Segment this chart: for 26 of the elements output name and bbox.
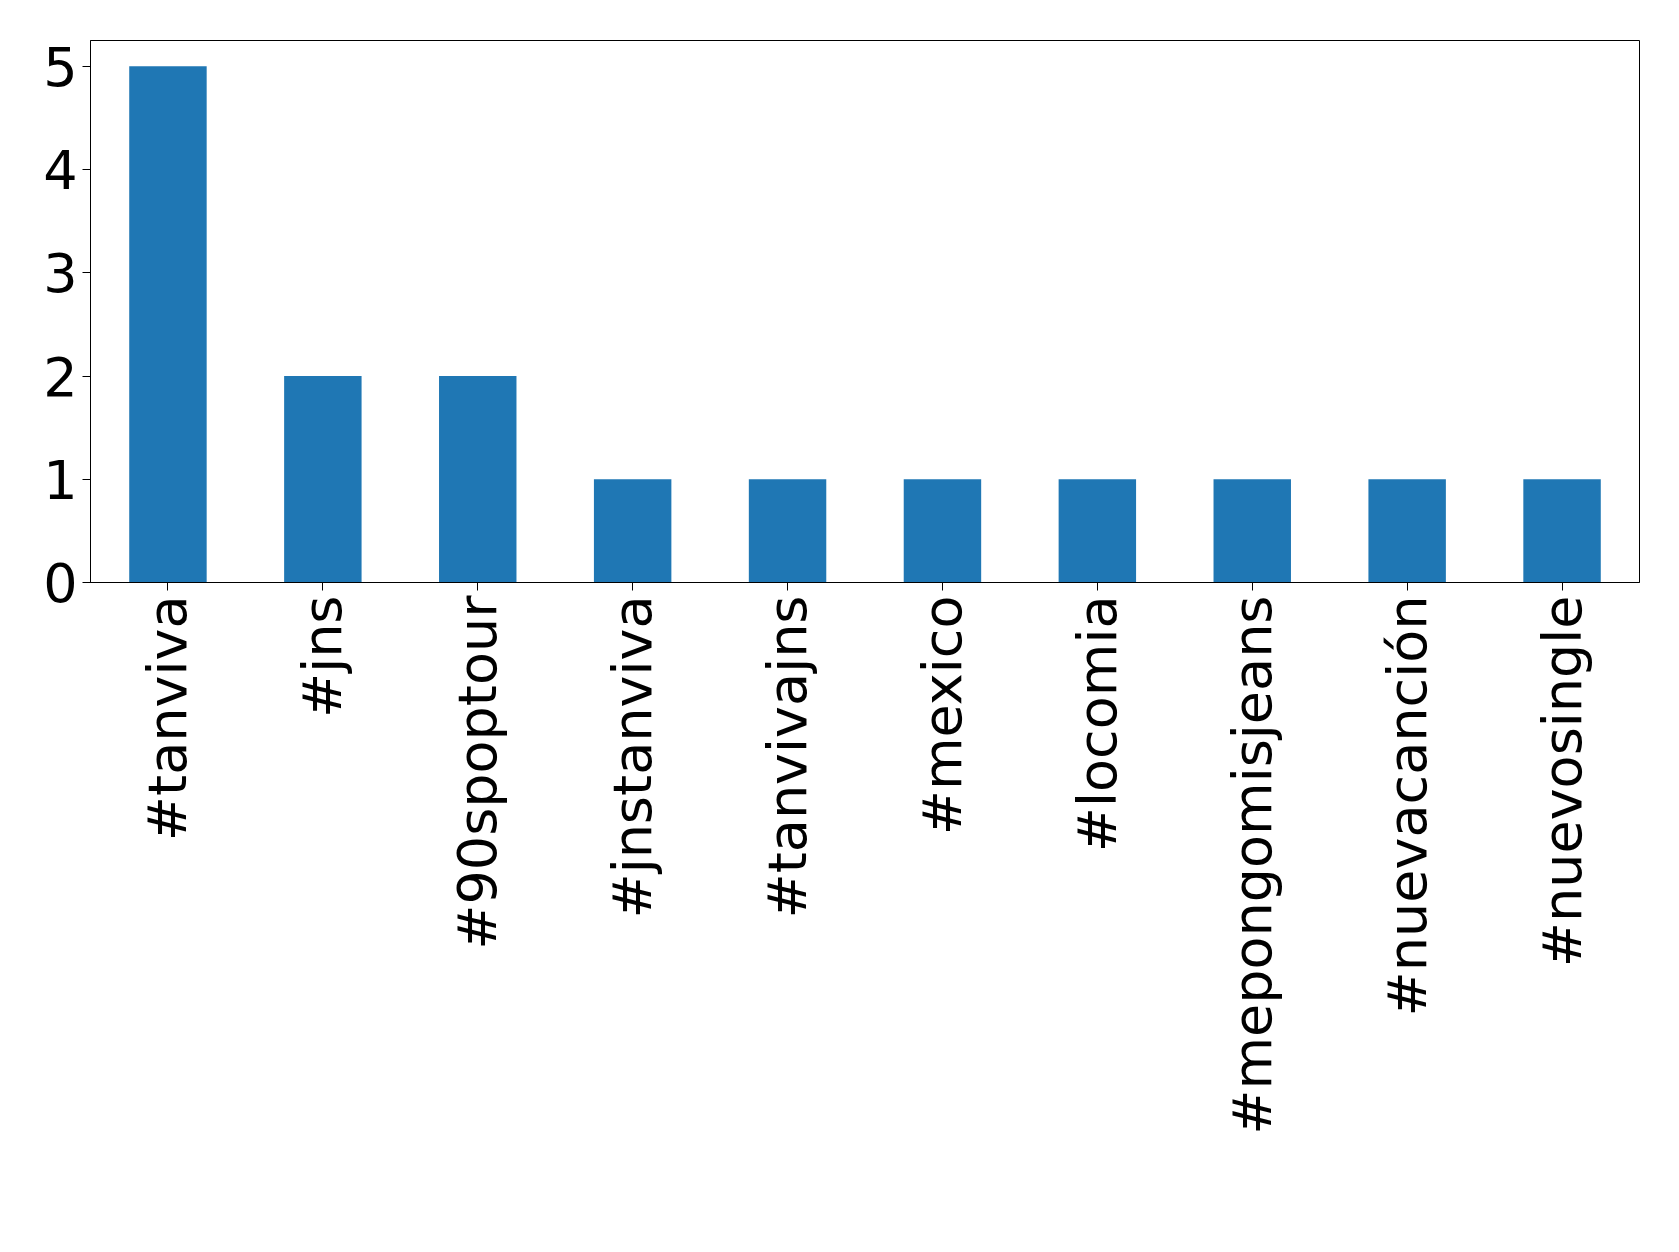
bar xyxy=(1058,479,1137,583)
bar xyxy=(593,479,672,583)
x-tick-label: #90spoptour xyxy=(446,594,510,950)
bar xyxy=(903,479,982,583)
bar xyxy=(439,376,517,583)
bar xyxy=(284,376,362,583)
x-tick-label: #nuevosingle xyxy=(1530,595,1594,968)
y-tick-label: 1 xyxy=(43,448,78,512)
x-tick-label: #jnstanviva xyxy=(601,595,665,919)
y-tick-label: 4 xyxy=(43,139,78,203)
y-tick-label: 5 xyxy=(43,35,78,99)
x-tick-label: #jns xyxy=(291,595,355,719)
x-tick-label: #mepongomisjeans xyxy=(1220,595,1284,1135)
bar xyxy=(1523,479,1601,583)
x-tick-label: #tanvivajns xyxy=(756,595,820,919)
x-tick-label: #locomia xyxy=(1065,595,1129,853)
bar xyxy=(1213,479,1291,583)
y-tick-label: 3 xyxy=(43,242,78,306)
y-tick-label: 2 xyxy=(43,345,78,409)
y-tick-label: 0 xyxy=(43,552,78,615)
x-tick-label: #nuevacanción xyxy=(1375,595,1439,1017)
x-tick-label: #mexico xyxy=(910,595,974,836)
bar xyxy=(129,66,207,583)
x-tick-label: #tanviva xyxy=(136,595,200,842)
bar xyxy=(748,479,827,583)
bar xyxy=(1368,479,1446,583)
